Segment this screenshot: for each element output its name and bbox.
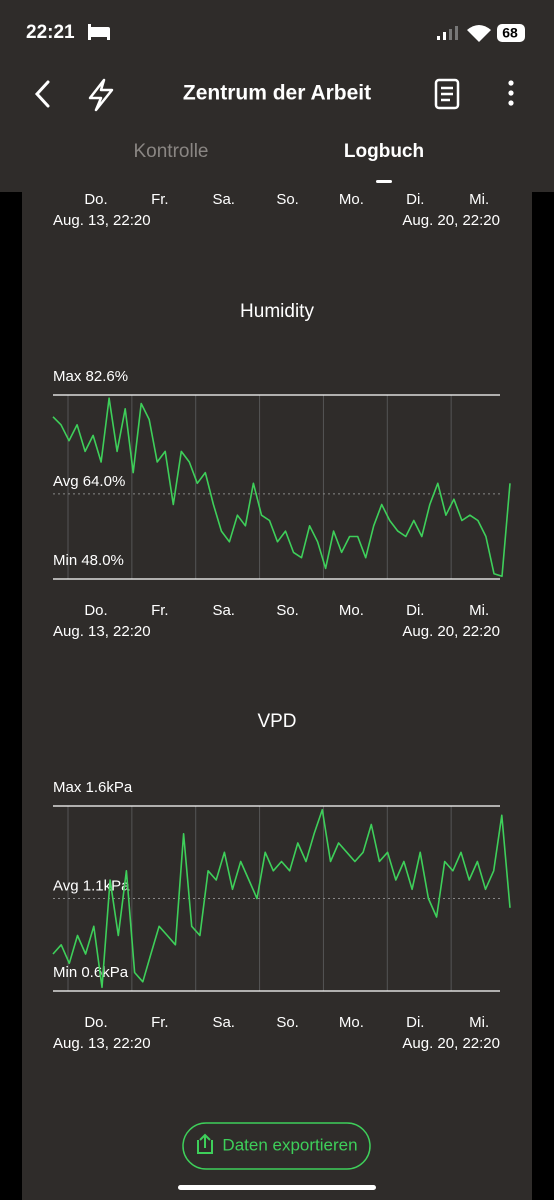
card — [22, 192, 532, 1200]
tab-indicator — [376, 180, 392, 183]
x-tick-label: Mi. — [469, 1014, 489, 1031]
x-tick-label: Do. — [84, 602, 107, 619]
x-tick-label: So. — [276, 1014, 299, 1031]
y-tick-label: Avg 64.0% — [53, 473, 125, 490]
battery — [497, 24, 525, 42]
home-indicator — [178, 1185, 376, 1190]
x-tick-label: Fr. — [151, 602, 169, 619]
chart-title: VPD — [257, 711, 296, 732]
y-tick-label: Avg 1.1kPa — [53, 877, 130, 894]
x-tick-label: Sa. — [212, 1014, 235, 1031]
x-tick-label: Mo. — [339, 602, 364, 619]
tab[interactable]: Kontrolle — [134, 141, 209, 162]
chart-title: Humidity — [240, 301, 314, 322]
battery-level: 68 — [502, 25, 518, 41]
back-button[interactable] — [34, 80, 50, 108]
tab-active[interactable]: Logbuch — [344, 141, 424, 162]
x-tick-label: Mi. — [469, 191, 489, 208]
data-line — [52, 808, 511, 989]
x-tick-label: Do. — [84, 191, 107, 208]
export-button[interactable]: Daten exportieren — [182, 1122, 371, 1170]
range-start: Aug. 13, 22:20 — [53, 212, 151, 229]
data-line — [52, 397, 511, 578]
x-tick-label: Mo. — [339, 191, 364, 208]
x-tick-label: Fr. — [151, 1014, 169, 1031]
x-tick-label: Fr. — [151, 191, 169, 208]
range-end: Aug. 20, 22:20 — [402, 1035, 500, 1052]
range-start: Aug. 13, 22:20 — [53, 1035, 151, 1052]
wifi-icon — [467, 25, 491, 42]
x-tick-label: So. — [276, 602, 299, 619]
clock: 22:21 — [26, 22, 75, 43]
x-tick-label: Di. — [406, 1014, 424, 1031]
x-tick-label: So. — [276, 191, 299, 208]
flash-button[interactable] — [88, 78, 114, 112]
y-tick-label: Max 82.6% — [53, 368, 128, 385]
bed-icon — [88, 24, 110, 40]
y-tick-label: Min 48.0% — [53, 552, 124, 569]
x-tick-label: Di. — [406, 191, 424, 208]
x-tick-label: Sa. — [212, 191, 235, 208]
range-end: Aug. 20, 22:20 — [402, 623, 500, 640]
y-tick-label: Min 0.6kPa — [53, 964, 129, 981]
log-button[interactable] — [434, 78, 460, 110]
x-tick-label: Mo. — [339, 1014, 364, 1031]
x-tick-label: Di. — [406, 602, 424, 619]
range-start: Aug. 13, 22:20 — [53, 623, 151, 640]
menu-button[interactable] — [508, 80, 514, 106]
y-tick-label: Max 1.6kPa — [53, 779, 133, 796]
page-title: Zentrum der Arbeit — [183, 82, 371, 105]
x-tick-label: Do. — [84, 1014, 107, 1031]
signal-icon — [437, 26, 458, 40]
range-end: Aug. 20, 22:20 — [402, 212, 500, 229]
x-tick-label: Mi. — [469, 602, 489, 619]
export-label[interactable]: Daten exportieren — [222, 1135, 357, 1154]
x-tick-label: Sa. — [212, 602, 235, 619]
